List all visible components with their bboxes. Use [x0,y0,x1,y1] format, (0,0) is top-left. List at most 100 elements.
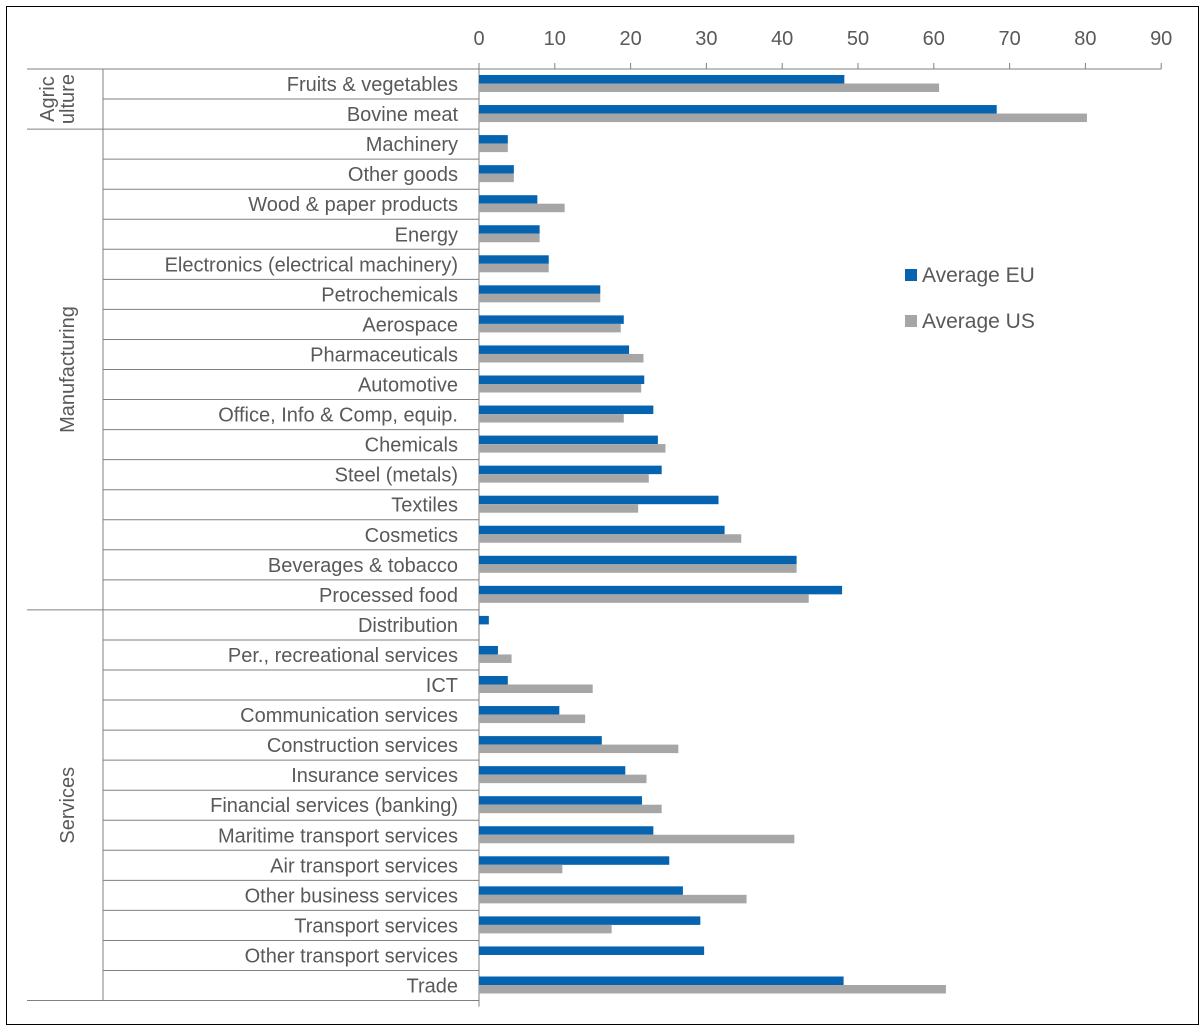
bar-eu [479,555,797,565]
bar-us [479,804,662,814]
category-label: Petrochemicals [321,284,458,306]
x-tick-label: 60 [923,28,945,50]
category-label: Financial services (banking) [210,795,458,817]
category-label: Textiles [391,495,458,517]
bar-eu [479,165,514,174]
category-label: Aerospace [362,314,458,336]
category-label: Wood & paper products [248,194,458,216]
category-label: Transport services [294,915,458,937]
category-labels: Fruits & vegetables Bovine meat Machinery O… [165,74,459,998]
group-label: Services [57,767,79,844]
bar-us [479,564,797,573]
bar-us [479,444,666,453]
bar-us [479,985,946,994]
bar-us [479,353,644,363]
bar-eu [479,736,602,745]
x-tick-label: 10 [544,28,566,50]
category-label: Per., recreational services [228,645,458,667]
bar-us [479,924,612,934]
category-label: ICT [426,675,458,697]
category-label: Maritime transport services [218,825,458,847]
legend: Average EU Average US [905,264,1035,333]
bar-us [479,714,586,724]
bar-us [479,834,795,844]
bar-us [479,203,565,213]
bar-us [479,534,742,543]
category-label: Construction services [267,735,458,757]
bar-us [479,323,621,333]
bar-eu [479,525,725,535]
bar-us [479,864,563,874]
group-label: Manufacturing [57,306,79,433]
bar-eu [479,796,642,805]
category-label: Other goods [348,164,458,186]
bar-us [479,504,639,513]
x-tick-label: 90 [1150,28,1172,50]
category-label: Other transport services [245,945,458,967]
x-tick-label: 30 [695,28,717,50]
bar-eu [479,465,662,475]
category-label: Cosmetics [365,525,458,547]
bar-us [479,474,649,483]
category-label: Other business services [245,885,458,907]
bar-us [479,414,624,423]
bar-eu [479,916,701,925]
group-labels: Agriculture Manufacturing Services [37,74,79,844]
bar-eu [479,826,654,835]
chart-svg: 0 10 20 30 40 50 60 70 80 90 Fruits & vegetables B… [27,28,1172,1007]
bar-eu [479,225,540,234]
category-label: Fruits & vegetables [287,74,458,96]
category-label: Communication services [240,705,458,727]
x-tick-label: 50 [847,28,869,50]
bar-eu [479,105,997,114]
category-label: Steel (metals) [335,465,458,487]
bar-us [479,143,508,153]
bar-us [479,594,809,603]
bar-eu [479,585,843,595]
bar-us [479,233,540,243]
legend-swatch [905,315,917,327]
bar-us [479,113,1087,123]
bar-eu [479,645,498,655]
bar-us [479,774,647,784]
bar-us [479,384,642,393]
bar-eu [479,435,658,445]
x-tick-label: 40 [771,28,793,50]
bar-eu [479,195,538,204]
bar-eu [479,135,508,144]
category-label: Beverages & tobacco [268,555,458,577]
x-tick-label: 70 [998,28,1020,50]
category-label: Distribution [358,615,458,637]
bar-eu [479,676,508,685]
category-label: Processed food [319,585,458,607]
legend-label: Average EU [922,264,1035,287]
bar-eu [479,886,683,895]
x-tick-label: 0 [473,28,484,50]
x-tick-label: 80 [1074,28,1096,50]
bar-us [479,293,601,303]
bar-eu [479,315,624,324]
bars [479,75,1087,994]
x-tick-label: 20 [619,28,641,50]
bar-us [479,263,549,273]
legend-label: Average US [922,310,1035,333]
bar-us [479,173,514,183]
bar-us [479,744,679,754]
axes: 0 10 20 30 40 50 60 70 80 90 [27,28,1172,1007]
bar-eu [479,495,719,505]
bar-eu [479,255,549,264]
category-label: Chemicals [365,435,458,457]
category-label: Pharmaceuticals [310,344,458,366]
category-label: Insurance services [291,765,458,787]
bar-eu [479,766,626,775]
bar-us [479,894,747,904]
bar-eu [479,405,654,415]
bar-eu [479,615,489,625]
category-label: Automotive [358,375,458,397]
category-label: Bovine meat [347,104,459,126]
bar-us [479,654,512,663]
bar-us [479,83,940,92]
category-label: Machinery [366,134,458,156]
bar-eu [479,345,630,354]
chart-frame: 0 10 20 30 40 50 60 70 80 90 Fruits & vegetables B… [6,6,1199,1025]
